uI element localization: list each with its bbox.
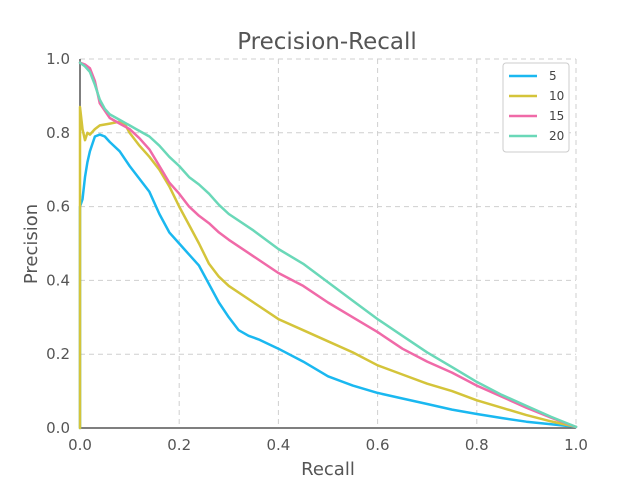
y-tick-label: 0.2 bbox=[46, 345, 70, 363]
series-line-20 bbox=[78, 61, 578, 429]
legend-label-15: 15 bbox=[549, 109, 564, 123]
series-line-15 bbox=[78, 61, 578, 429]
x-tick-label: 0.8 bbox=[465, 436, 489, 454]
y-tick-label: 0.0 bbox=[46, 419, 70, 437]
legend: 5 10 15 20 bbox=[502, 62, 570, 153]
y-tick-label: 1.0 bbox=[46, 50, 70, 68]
legend-label-20: 20 bbox=[549, 129, 564, 143]
chart-title: Precision-Recall bbox=[237, 29, 417, 55]
x-tick-label: 0.4 bbox=[266, 436, 290, 454]
x-tick-label: 0.0 bbox=[68, 436, 92, 454]
axes bbox=[79, 59, 576, 429]
x-tick-label: 1.0 bbox=[564, 436, 588, 454]
x-tick-labels: 0.0 0.2 0.4 0.6 0.8 1.0 bbox=[68, 436, 588, 454]
x-tick-label: 0.6 bbox=[366, 436, 390, 454]
legend-label-5: 5 bbox=[549, 69, 557, 83]
y-tick-label: 0.6 bbox=[46, 198, 70, 216]
y-tick-label: 0.4 bbox=[46, 271, 70, 289]
legend-label-10: 10 bbox=[549, 89, 564, 103]
y-tick-label: 0.8 bbox=[46, 124, 70, 142]
series-lines bbox=[78, 61, 578, 430]
series-line-10 bbox=[78, 105, 578, 430]
series-line-5 bbox=[78, 133, 578, 430]
grid bbox=[80, 58, 577, 428]
x-axis-label: Recall bbox=[301, 459, 355, 480]
y-tick-labels: 0.0 0.2 0.4 0.6 0.8 1.0 bbox=[46, 50, 70, 437]
x-tick-label: 0.2 bbox=[167, 436, 191, 454]
y-axis-label: Precision bbox=[21, 204, 42, 284]
legend-box bbox=[502, 62, 570, 153]
